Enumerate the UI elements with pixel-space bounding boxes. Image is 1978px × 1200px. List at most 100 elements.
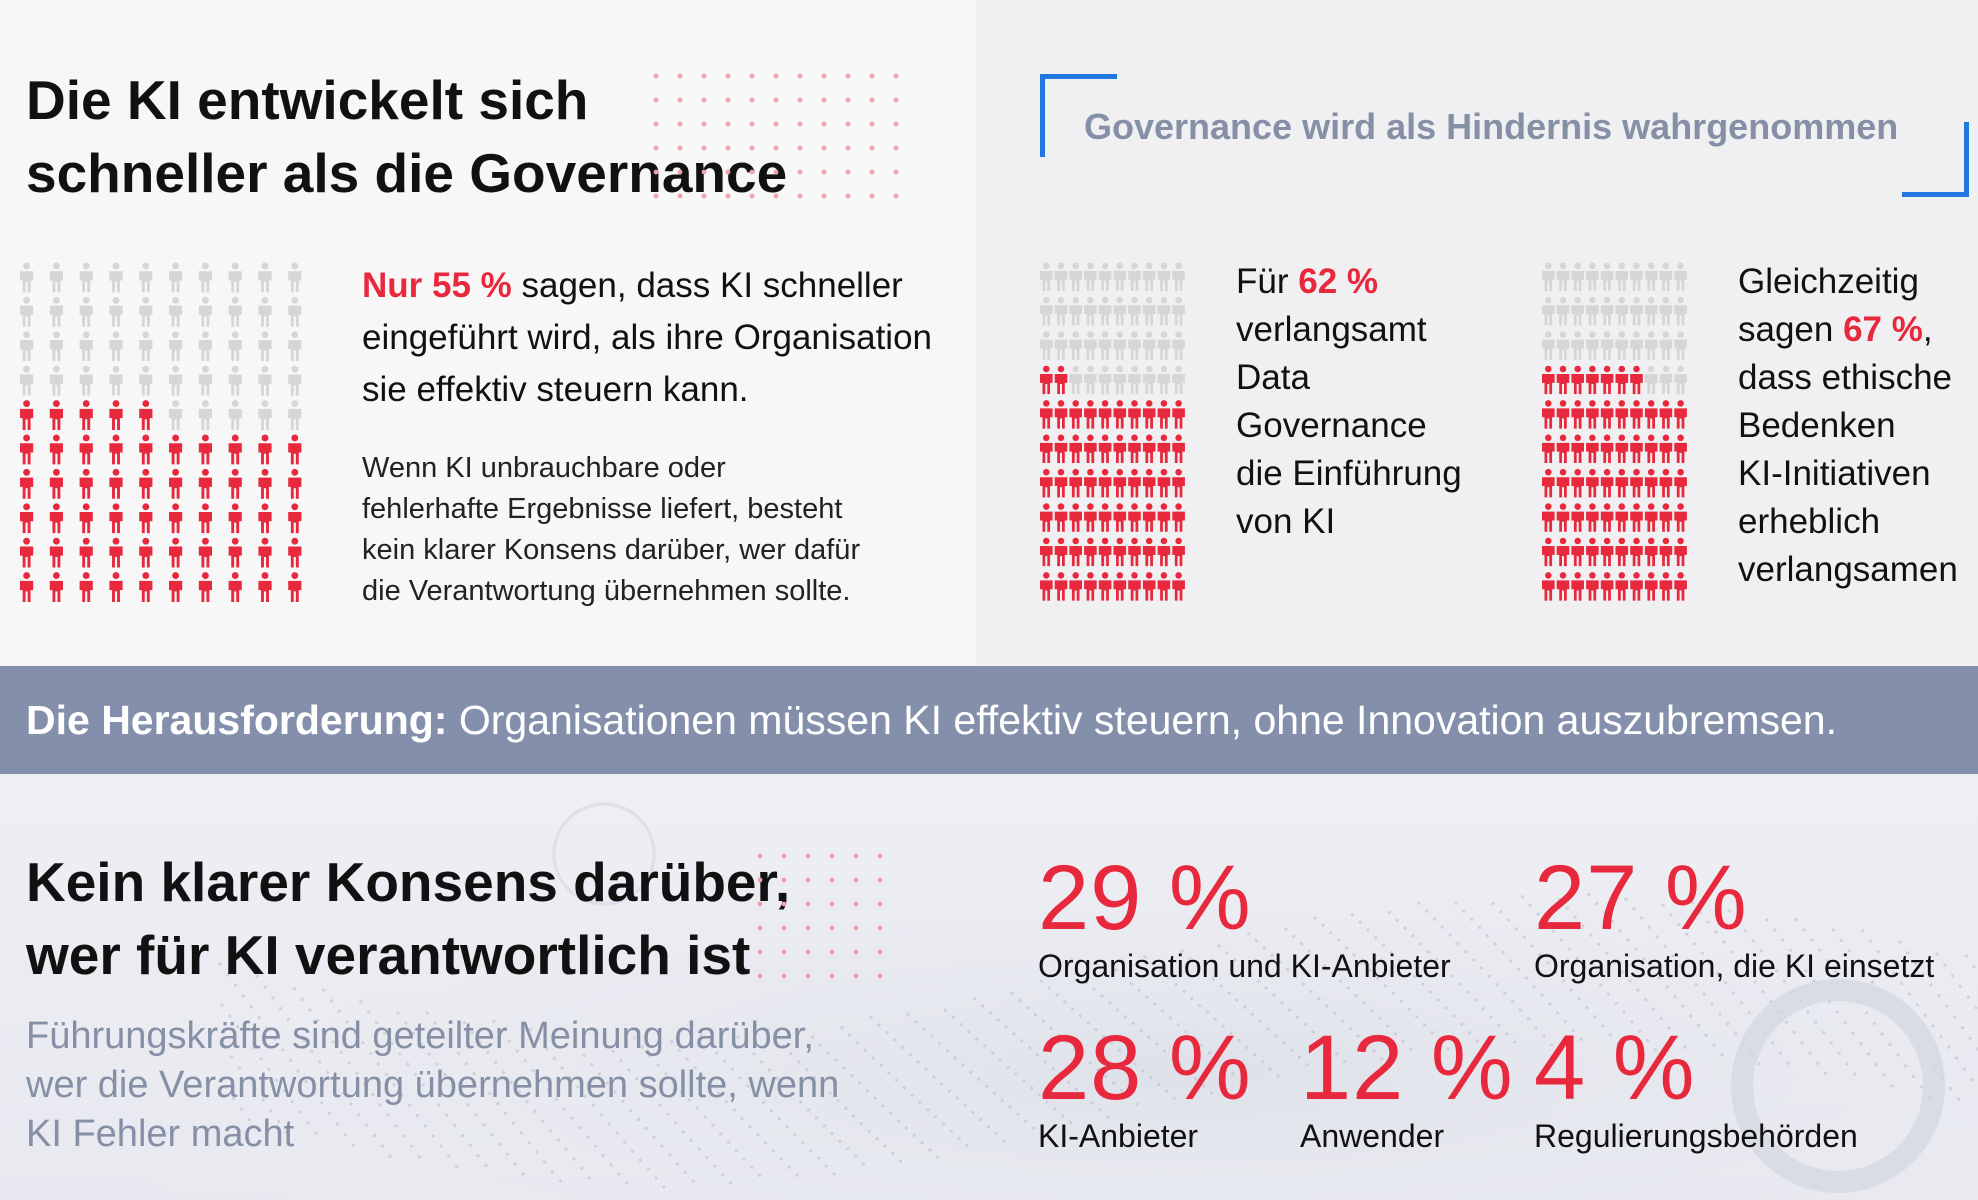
decorative-wave-dot (619, 1059, 623, 1063)
decorative-wave-dot (513, 1162, 517, 1166)
decorative-wave-dot (568, 1075, 572, 1079)
decorative-wave-dot (382, 1031, 386, 1035)
decorative-wave-dot (951, 1016, 955, 1020)
person-icon-highlight (1659, 468, 1673, 498)
decorative-wave-dot (1473, 998, 1478, 1002)
decorative-wave-dot (1638, 1029, 1642, 1033)
decorative-wave-dot (1816, 1061, 1820, 1065)
decorative-wave-dot (1548, 1002, 1552, 1006)
decorative-wave-dot (345, 1020, 349, 1024)
decorative-wave-dot (1599, 983, 1603, 987)
decorative-wave-dot (955, 1096, 959, 1100)
person-icon-rest (1069, 262, 1082, 291)
decorative-wave-dot (920, 1141, 924, 1145)
decorative-wave-dot (855, 1041, 860, 1045)
person-icon-rest (1113, 365, 1127, 395)
person-icon-highlight (1615, 434, 1629, 463)
decorative-wave-dot (990, 1051, 995, 1055)
decorative-wave-dot (1397, 959, 1401, 963)
decorative-wave-dot (423, 1124, 427, 1128)
decorative-wave-dot (1119, 1088, 1124, 1092)
person-icon-highlight (1054, 365, 1068, 395)
decorative-wave-dot (460, 1134, 465, 1138)
decorative-wave-dot (1569, 988, 1573, 992)
decorative-dot (677, 169, 683, 175)
decorative-wave-dot (1536, 912, 1540, 916)
decorative-dot (877, 877, 883, 883)
person-icon-rest (1054, 262, 1068, 291)
person-icon-rest (1069, 365, 1082, 395)
decorative-dot (677, 145, 683, 151)
decorative-wave-dot (1796, 958, 1800, 963)
decorative-dot (829, 973, 835, 979)
section-title-speed: Die KI entwickelt sich schneller als die… (26, 64, 787, 210)
decorative-wave-dot (521, 1172, 525, 1176)
decorative-wave-dot (435, 1062, 439, 1066)
decorative-wave-dot (1073, 1047, 1077, 1051)
person-icon-rest (1556, 296, 1570, 326)
stat-org-and-vendor: 29 % Organisation und KI-Anbieter (1038, 852, 1451, 986)
decorative-dot (821, 169, 827, 175)
decorative-wave-dot (1872, 1021, 1876, 1025)
decorative-wave-dot (1268, 1067, 1272, 1071)
decorative-wave-dot (1911, 1074, 1916, 1078)
decorative-wave-dot (322, 988, 326, 992)
decorative-wave-dot (1958, 984, 1962, 988)
decorative-wave-dot (947, 1089, 952, 1093)
person-icon-rest (1659, 331, 1673, 360)
decorative-wave-dot (277, 1119, 281, 1123)
decorative-wave-dot (1329, 931, 1333, 935)
decorative-wave-dot (1859, 1041, 1863, 1046)
decorative-wave-dot (814, 1116, 819, 1120)
person-icon-highlight (288, 503, 302, 534)
decorative-wave-dot (601, 1153, 605, 1158)
person-icon-highlight (1054, 572, 1068, 601)
decorative-wave-dot (1159, 969, 1163, 973)
decorative-wave-dot (826, 1051, 830, 1055)
person-icon-highlight (198, 434, 212, 465)
person-icon-highlight (79, 434, 93, 465)
decorative-dot (677, 193, 683, 199)
person-icon-highlight (1659, 434, 1673, 463)
decorative-wave-dot (795, 1173, 799, 1177)
decorative-dot (701, 97, 707, 103)
decorative-wave-dot (337, 1009, 341, 1013)
decorative-wave-dot (1327, 1044, 1331, 1049)
person-icon-highlight (1644, 537, 1658, 567)
decorative-wave-dot (1810, 938, 1814, 942)
decorative-wave-dot (1436, 998, 1440, 1002)
person-icon-highlight (1542, 365, 1555, 395)
decorative-wave-dot (781, 1044, 785, 1048)
decorative-wave-dot (1497, 1023, 1501, 1027)
decorative-wave-dot (1352, 953, 1356, 957)
decorative-wave-dot (1311, 1030, 1315, 1034)
person-icon-rest (258, 331, 272, 362)
decorative-wave-dot (218, 962, 222, 966)
decorative-wave-dot (1710, 1002, 1714, 1006)
decorative-dot (853, 877, 859, 883)
decorative-wave-dot (1546, 961, 1550, 965)
person-icon-rest (258, 262, 272, 293)
decorative-wave-dot (1387, 910, 1391, 915)
decorative-wave-dot (1108, 1001, 1112, 1005)
decorative-wave-dot (537, 1037, 541, 1041)
decorative-dot (773, 145, 779, 151)
person-icon-highlight (1113, 572, 1127, 601)
decorative-wave-dot (1258, 1019, 1262, 1023)
decorative-wave-dot (580, 1166, 584, 1170)
decorative-wave-dot (1166, 976, 1170, 980)
person-icon-highlight (1571, 572, 1584, 601)
person-icon-highlight (1157, 537, 1171, 567)
decorative-wave-dot (1698, 911, 1702, 915)
person-icon-rest (1084, 296, 1097, 326)
decorative-wave-dot (676, 1162, 680, 1166)
person-icon-rest (1069, 296, 1082, 326)
decorative-wave-dot (1773, 928, 1777, 932)
decorative-dot (781, 973, 787, 979)
decorative-wave-dot (961, 1063, 965, 1067)
person-icon-rest (228, 365, 242, 396)
decorative-wave-dot (1378, 1016, 1382, 1020)
person-icon-highlight (1659, 572, 1673, 601)
decorative-wave-dot (1417, 901, 1421, 905)
decorative-wave-dot (1475, 1039, 1479, 1043)
